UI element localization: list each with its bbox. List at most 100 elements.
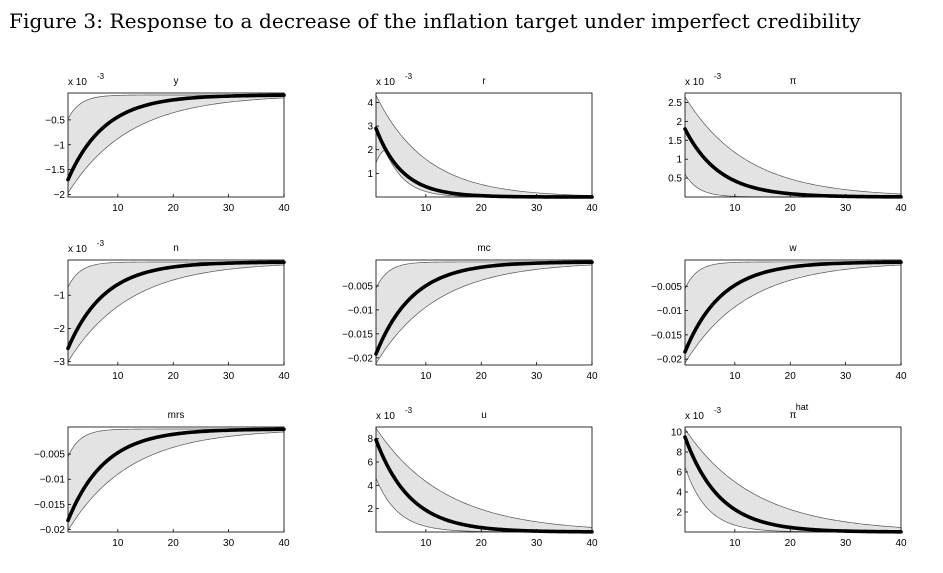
y-tick-label-0: −0.02 (348, 353, 374, 364)
x-tick-label-10: 10 (112, 371, 124, 382)
exponent-label-3: x 10 (685, 77, 704, 88)
y-tick-label-1: 4 (367, 481, 373, 492)
band-lower-line-5 (375, 264, 593, 364)
y-tick-label-0: −0.02 (657, 355, 683, 366)
y-tick-label-3: 8 (367, 434, 373, 445)
x-tick-label-10: 10 (420, 538, 432, 549)
y-tick-label-2: −0.01 (40, 475, 66, 486)
y-tick-label-2: −1 (54, 291, 66, 302)
x-tick-label-30: 30 (840, 203, 852, 214)
x-tick-label-20: 20 (785, 538, 797, 549)
x-tick-label-40: 40 (586, 371, 598, 382)
y-tick-label-3: −0.005 (34, 450, 65, 461)
confidence-band-6 (685, 261, 901, 364)
x-tick-label-20: 20 (476, 538, 488, 549)
confidence-band-1 (68, 94, 284, 194)
plot-frame-9 (684, 426, 902, 533)
response-line-7 (66, 427, 286, 523)
confidence-band-4 (68, 261, 284, 362)
y-tick-label-3: 8 (676, 448, 682, 459)
band-upper-line-2 (375, 95, 593, 196)
figure-title: Figure 3: Response to a decrease of the … (9, 9, 861, 33)
x-tick-label-10: 10 (729, 371, 741, 382)
exponent-power-4: -3 (97, 239, 105, 248)
panel-title-2: r (482, 76, 486, 87)
exponent-power-8: -3 (405, 406, 413, 415)
x-tick-label-30: 30 (531, 538, 543, 549)
y-tick-label-1: −1.5 (45, 165, 65, 176)
x-tick-label-40: 40 (586, 203, 598, 214)
panel-title-3: π (790, 76, 797, 87)
panel-title-1: y (174, 76, 179, 87)
x-tick-label-10: 10 (729, 538, 741, 549)
confidence-band-2 (376, 95, 592, 197)
x-tick-label-10: 10 (112, 538, 124, 549)
y-tick-label-0: −3 (54, 357, 66, 368)
panel-title-8: u (481, 410, 487, 421)
x-tick-label-10: 10 (420, 371, 432, 382)
band-upper-line-9 (684, 428, 902, 528)
x-tick-label-20: 20 (168, 203, 180, 214)
y-tick-label-4: 10 (671, 428, 683, 439)
y-tick-label-2: 6 (676, 468, 682, 479)
response-line-1 (66, 93, 286, 182)
y-tick-label-2: −0.01 (348, 305, 374, 316)
x-tick-label-40: 40 (895, 538, 907, 549)
y-tick-label-1: 4 (676, 488, 682, 499)
y-tick-label-0: 2 (367, 504, 373, 515)
x-tick-label-30: 30 (840, 538, 852, 549)
x-tick-label-20: 20 (476, 371, 488, 382)
plot-frame-5 (375, 259, 593, 366)
x-tick-label-10: 10 (729, 203, 741, 214)
x-tick-label-40: 40 (278, 203, 290, 214)
x-tick-label-40: 40 (278, 538, 290, 549)
irf-panel-1: 10 20 30 40 −2 −1.5 −1 −0.5 y x 10 -3 (45, 72, 290, 214)
y-tick-label-0: −2 (54, 190, 66, 201)
x-tick-label-10: 10 (420, 203, 432, 214)
panel-title-9: π (790, 410, 797, 421)
y-tick-label-3: −0.005 (651, 282, 682, 293)
x-tick-label-30: 30 (840, 371, 852, 382)
exponent-power-1: -3 (97, 72, 105, 81)
y-tick-label-3: 2 (676, 117, 682, 128)
y-tick-label-3: −0.005 (342, 281, 373, 292)
response-line-5 (374, 260, 594, 356)
band-lower-line-4 (67, 264, 285, 363)
irf-panel-5: 10 20 30 40 −0.02 −0.015 −0.01 −0.005 mc (342, 243, 598, 382)
confidence-band-8 (376, 428, 592, 532)
y-tick-label-1: 1 (676, 155, 682, 166)
exponent-power-9: -3 (714, 406, 722, 415)
y-tick-label-3: 4 (367, 98, 373, 109)
x-tick-label-30: 30 (223, 203, 235, 214)
y-tick-label-2: 6 (367, 458, 373, 469)
panel-title-5: mc (477, 243, 490, 254)
plot-frame-3 (684, 92, 902, 198)
confidence-band-7 (68, 429, 284, 531)
x-tick-label-40: 40 (895, 203, 907, 214)
y-tick-label-0: 2 (676, 508, 682, 519)
panel-title-6: w (788, 243, 797, 254)
y-tick-label-0: 1 (367, 169, 373, 180)
panel-title-sup-9: hat (796, 402, 809, 412)
x-tick-label-20: 20 (476, 203, 488, 214)
y-tick-label-0: −0.02 (40, 525, 66, 536)
irf-panel-6: 10 20 30 40 −0.02 −0.015 −0.01 −0.005 w (651, 243, 907, 382)
y-tick-label-1: −0.015 (34, 500, 65, 511)
y-tick-label-0: 0.5 (668, 174, 682, 185)
y-tick-label-4: 2.5 (668, 98, 682, 109)
exponent-label-1: x 10 (68, 77, 87, 88)
y-tick-label-2: −0.01 (657, 306, 683, 317)
x-tick-label-20: 20 (785, 371, 797, 382)
exponent-label-8: x 10 (376, 411, 395, 422)
confidence-band-3 (685, 96, 901, 197)
x-tick-label-40: 40 (278, 371, 290, 382)
x-tick-label-20: 20 (785, 203, 797, 214)
plot-frame-8 (375, 426, 593, 533)
irf-panel-8: 10 20 30 40 2 4 6 8 u x 10 -3 (367, 406, 598, 549)
irf-panel-2: 10 20 30 40 1 2 3 4 r x 10 -3 (367, 72, 598, 214)
exponent-power-2: -3 (405, 72, 413, 81)
confidence-band-5 (376, 261, 592, 364)
irf-panel-7: 10 20 30 40 −0.02 −0.015 −0.01 −0.005 mrs (34, 410, 290, 549)
